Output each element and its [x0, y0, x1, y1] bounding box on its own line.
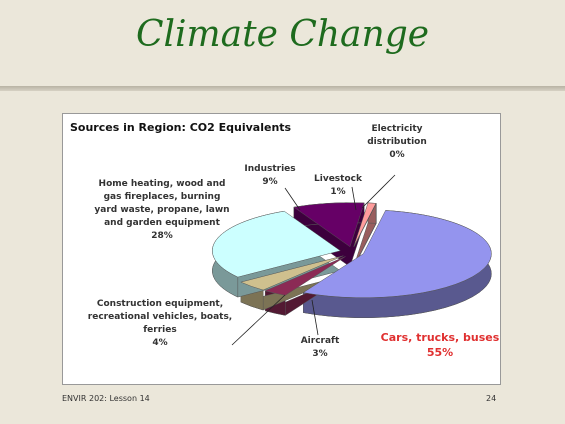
slice-label: Home heating, wood and gas fireplaces, b… [92, 178, 232, 243]
slice-label: Construction equipment, recreational veh… [85, 298, 235, 350]
leader-line [351, 186, 357, 211]
slice-percent: 9% [262, 177, 278, 187]
leader-line [311, 299, 319, 336]
slice-name: Home heating, wood and gas fireplaces, b… [94, 179, 230, 228]
leader-line [231, 294, 286, 346]
slice-label: Aircraft 3% [290, 335, 350, 361]
slice-name: Aircraft [300, 336, 340, 346]
slice-name: Cars, trucks, buses [380, 331, 500, 344]
footer: ENVIR 202: Lesson 14 [62, 394, 150, 403]
slice-percent: 3% [312, 349, 328, 359]
slice [293, 202, 365, 248]
slice-name: Industries [244, 164, 296, 174]
slice [302, 210, 492, 298]
slice [353, 202, 377, 247]
slice-percent: 1% [330, 187, 346, 197]
slice [240, 255, 344, 291]
slice-percent: 55% [426, 346, 454, 359]
slice-percent: 4% [152, 338, 168, 348]
leader-line [284, 187, 301, 211]
slice [264, 256, 346, 296]
slice-percent: 28% [151, 231, 173, 241]
slice-label: Livestock 1% [308, 173, 368, 199]
leader-line [361, 174, 396, 209]
slice-name: Construction equipment, recreational veh… [87, 299, 233, 335]
slice-name: Livestock [314, 174, 362, 184]
page-number: 24 [486, 394, 497, 403]
slice-label: Electricity distribution 0% [352, 123, 442, 162]
chart-title: Sources in Region: CO2 Equivalents [70, 121, 292, 134]
slice-label: Cars, trucks, buses 55% [365, 330, 515, 360]
slide-title: Climate Change [135, 14, 430, 55]
slice-label: Industries 9% [240, 163, 300, 189]
title-band [0, 86, 565, 91]
slice-percent: 0% [389, 150, 405, 160]
slice-name: Electricity distribution [367, 124, 427, 147]
slice [212, 210, 341, 278]
